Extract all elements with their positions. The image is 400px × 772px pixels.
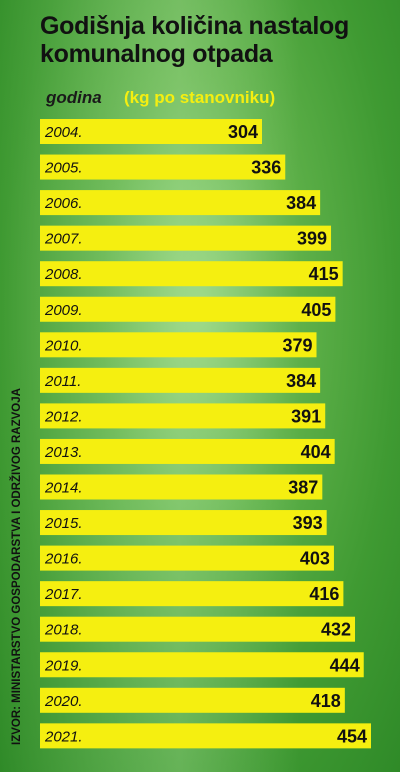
bar-row-8: 2012. 391 [40, 403, 326, 429]
bar-row-17: 2021. 454 [40, 723, 371, 749]
year-column-header: godina [46, 88, 102, 107]
category-label-10: 2014. [44, 480, 83, 497]
category-label-1: 2005. [44, 160, 83, 177]
bar-row-16: 2020. 418 [40, 687, 345, 713]
bar-17 [40, 723, 371, 749]
bar-13 [40, 581, 344, 607]
bar-0 [40, 119, 262, 144]
bar-row-6: 2010. 379 [40, 332, 317, 358]
value-label-6: 379 [282, 335, 312, 355]
bar-row-2: 2006. 384 [40, 190, 321, 216]
category-label-9: 2013. [44, 444, 83, 461]
category-label-5: 2009. [44, 302, 83, 319]
bar-14 [40, 616, 356, 642]
category-label-15: 2019. [44, 657, 83, 674]
bar-12 [40, 545, 334, 571]
category-label-17: 2021. [44, 728, 83, 745]
bar-2 [40, 190, 321, 216]
category-label-8: 2012. [44, 408, 83, 425]
bar-4 [40, 261, 343, 287]
bar-15 [40, 652, 364, 678]
unit-column-header: (kg po stanovniku) [124, 88, 276, 107]
category-label-11: 2015. [44, 515, 83, 532]
value-label-15: 444 [330, 655, 360, 675]
bar-1 [40, 154, 286, 180]
value-label-12: 403 [300, 549, 330, 569]
bar-row-10: 2014. 387 [40, 474, 323, 500]
value-label-8: 391 [291, 406, 321, 426]
value-label-13: 416 [309, 584, 339, 604]
value-label-17: 454 [337, 726, 367, 746]
title-line-1: Godišnja količina nastalog [40, 12, 349, 40]
bar-8 [40, 403, 326, 429]
bar-row-11: 2015. 393 [40, 510, 327, 536]
bar-11 [40, 510, 327, 536]
value-label-3: 399 [297, 229, 327, 249]
bar-10 [40, 474, 323, 500]
value-label-16: 418 [311, 691, 341, 711]
value-label-14: 432 [321, 620, 351, 640]
bar-9 [40, 438, 335, 464]
value-label-5: 405 [301, 300, 331, 320]
value-label-0: 304 [228, 122, 258, 142]
bar-row-14: 2018. 432 [40, 616, 356, 642]
value-label-10: 387 [288, 478, 318, 498]
bar-7 [40, 367, 321, 393]
category-label-6: 2010. [44, 337, 83, 354]
value-label-9: 404 [301, 442, 331, 462]
bar-row-4: 2008. 415 [40, 261, 343, 287]
category-label-12: 2016. [44, 551, 83, 568]
bar-row-9: 2013. 404 [40, 438, 335, 464]
bar-row-15: 2019. 444 [40, 652, 364, 678]
bar-row-0: 2004. 304 [40, 119, 262, 144]
bar-row-5: 2009. 405 [40, 296, 336, 322]
category-label-2: 2006. [44, 195, 83, 212]
category-label-3: 2007. [44, 231, 83, 248]
bar-row-3: 2007. 399 [40, 225, 332, 251]
bar-6 [40, 332, 317, 358]
value-label-1: 336 [251, 158, 281, 178]
category-label-7: 2011. [44, 373, 81, 390]
title-line-2: komunalnog otpada [40, 40, 273, 68]
category-label-4: 2008. [44, 266, 83, 283]
source-credit: IZVOR: MINISTARSTVO GOSPODARSTVA I ODRŽI… [11, 388, 23, 745]
value-label-2: 384 [286, 193, 316, 213]
category-label-14: 2018. [44, 622, 83, 639]
category-label-16: 2020. [44, 693, 83, 710]
bar-row-7: 2011. 384 [40, 367, 321, 393]
bar-16 [40, 687, 345, 713]
value-label-7: 384 [286, 371, 316, 391]
category-label-13: 2017. [44, 586, 83, 603]
bar-3 [40, 225, 332, 251]
bar-5 [40, 296, 336, 322]
category-label-0: 2004. [44, 124, 83, 141]
bar-row-12: 2016. 403 [40, 545, 334, 571]
bar-row-1: 2005. 336 [40, 154, 286, 180]
value-label-11: 393 [293, 513, 323, 533]
chart-title: Godišnja količina nastalog komunalnog ot… [40, 12, 390, 68]
value-label-4: 415 [309, 264, 339, 284]
bar-row-13: 2017. 416 [40, 581, 344, 607]
